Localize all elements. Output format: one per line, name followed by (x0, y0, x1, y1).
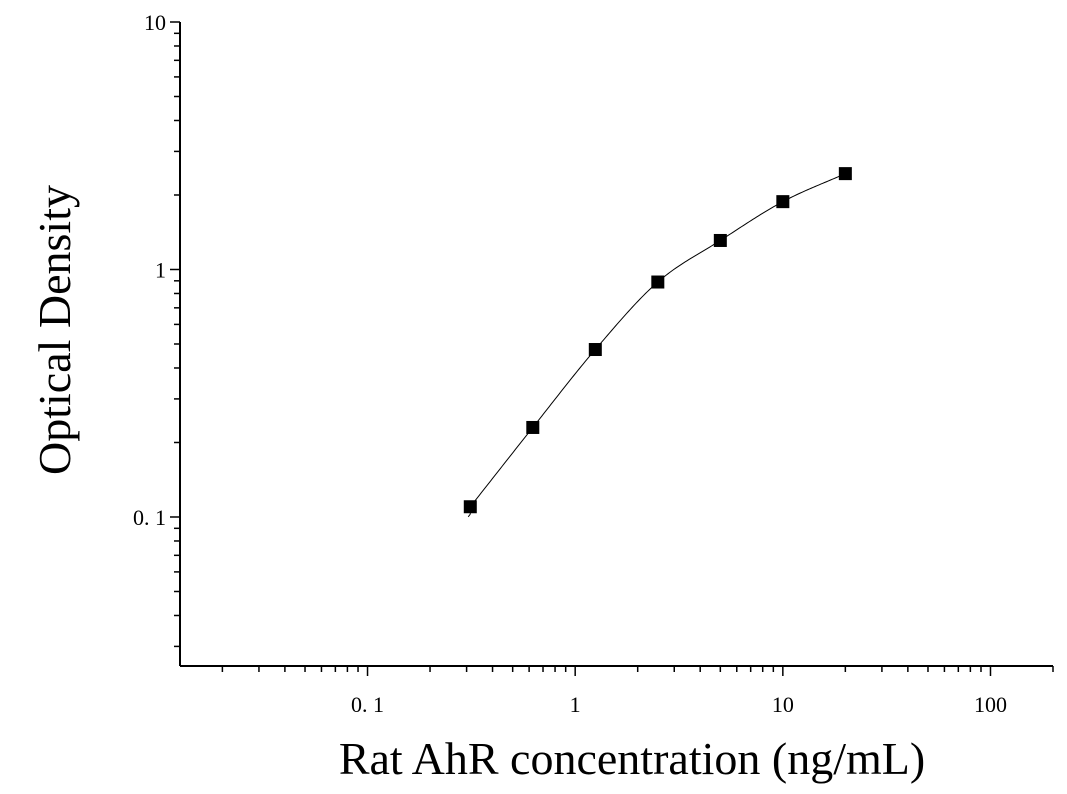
data-point (651, 275, 665, 289)
x-tick-label: 0. 1 (351, 692, 384, 717)
y-tick-label: 10 (144, 10, 166, 35)
x-tick-label: 10 (772, 692, 794, 717)
data-point (463, 500, 477, 514)
fit-curve-layer (467, 173, 846, 518)
axes: 0. 1 1 10 100 0. 1 1 10 (133, 10, 1054, 717)
x-tick-label: 100 (974, 692, 1007, 717)
x-axis-title: Rat AhR concentration (ng/mL) (339, 733, 925, 784)
y-tick-label: 1 (155, 257, 166, 282)
fit-curve (467, 173, 846, 518)
data-point (776, 195, 790, 209)
data-point (588, 343, 602, 357)
data-point (838, 167, 852, 181)
x-tick-label: 1 (570, 692, 581, 717)
data-point (526, 420, 540, 434)
y-axis-title: Optical Density (29, 185, 80, 475)
data-point (713, 233, 727, 247)
data-points-layer (463, 167, 852, 514)
y-tick-label: 0. 1 (133, 505, 166, 530)
